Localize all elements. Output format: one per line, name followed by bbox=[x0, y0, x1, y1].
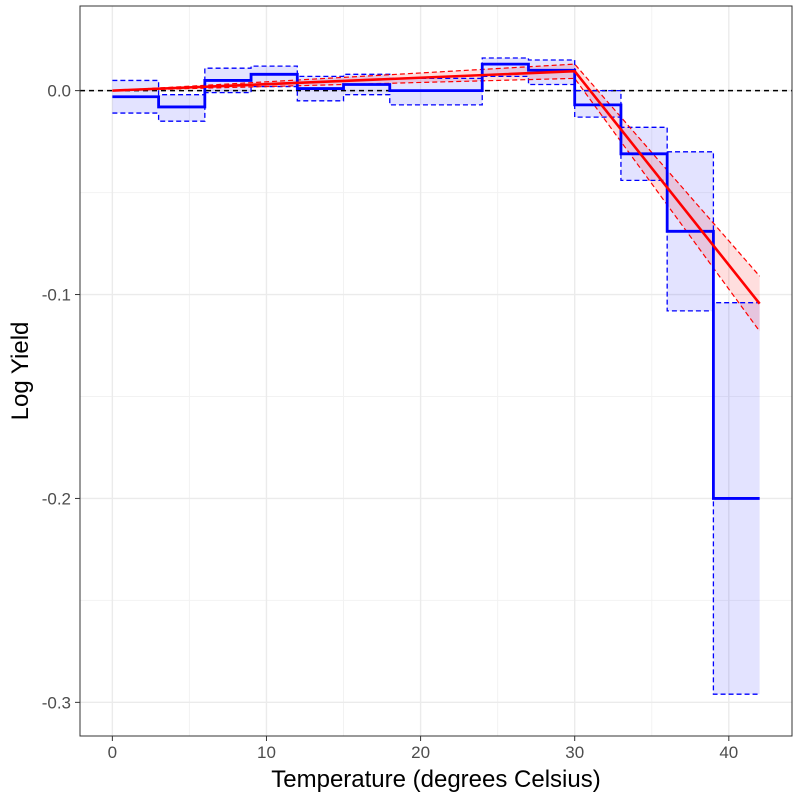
x-tick-label: 30 bbox=[565, 743, 584, 762]
y-tick-label: 0.0 bbox=[47, 82, 71, 101]
step-ci-band bbox=[482, 57, 529, 77]
fit-ci-upper-line bbox=[112, 63, 761, 277]
fit-line bbox=[112, 69, 761, 305]
plot-background bbox=[80, 6, 792, 736]
plot-panel-border bbox=[79, 5, 793, 737]
step-estimate-line bbox=[112, 62, 760, 500]
x-axis-title: Temperature (degrees Celsius) bbox=[271, 766, 600, 793]
step-ci-upper-line bbox=[112, 57, 760, 304]
series-lines bbox=[112, 57, 761, 695]
axis-ticks bbox=[75, 90, 730, 741]
y-axis-title: Log Yield bbox=[7, 322, 34, 421]
y-tick-label: -0.1 bbox=[42, 286, 71, 305]
step-ci-lower-line bbox=[112, 75, 760, 695]
x-tick-label: 0 bbox=[108, 743, 117, 762]
x-tick-label: 10 bbox=[257, 743, 276, 762]
x-tick-label: 40 bbox=[719, 743, 738, 762]
step-ci-band bbox=[251, 66, 298, 87]
fit-ci-lower-line bbox=[112, 77, 761, 332]
tick-labels: 0 10 20 30 40 -0.3 -0.2 -0.1 0.0 bbox=[42, 82, 739, 762]
y-tick-label: -0.3 bbox=[42, 693, 71, 712]
y-tick-label: -0.2 bbox=[42, 489, 71, 508]
x-tick-label: 20 bbox=[411, 743, 430, 762]
